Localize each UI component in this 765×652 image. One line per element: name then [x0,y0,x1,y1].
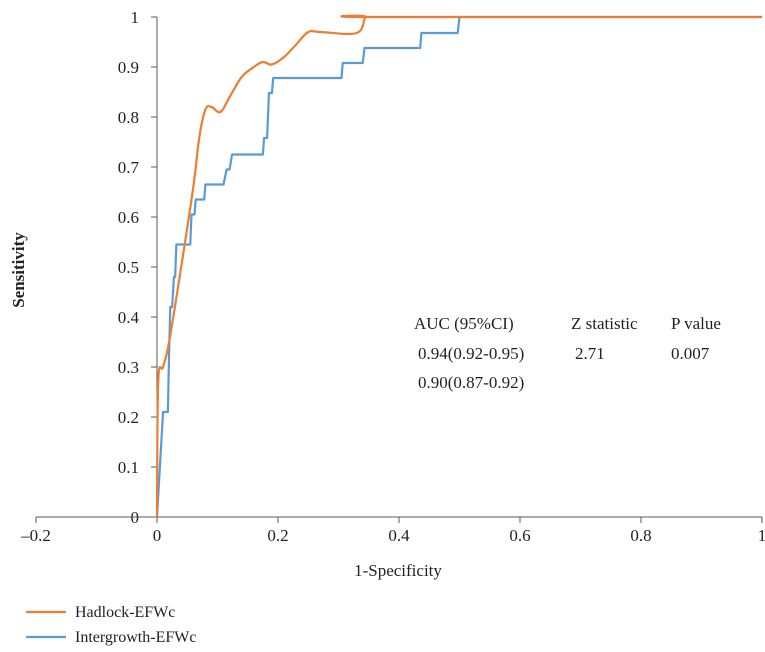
annotation-header: AUC (95%CI) [414,314,514,333]
annotation-header: P value [671,314,721,333]
legend-label-hadlock-efwc: Hadlock-EFWc [75,604,175,621]
x-tick-label: 1 [758,526,765,545]
x-tick-label: –0.2 [20,526,51,545]
y-tick-label: 0.5 [118,258,139,277]
y-tick-label: 0.6 [118,208,139,227]
y-tick-label: 0.4 [118,308,140,327]
x-axis-title: 1-Specificity [354,561,442,580]
annotation-cell: 2.71 [575,344,605,363]
x-tick-label: 0.8 [630,526,651,545]
y-tick-label: 0.8 [118,108,139,127]
annotation-header: Z statistic [571,314,638,333]
y-tick-label: 1 [131,8,140,27]
y-tick-label: 0.7 [118,158,140,177]
legend: Hadlock-EFWc Intergrowth-EFWc [26,604,196,646]
y-tick-label: 0.9 [118,58,139,77]
x-tick-label: 0 [153,526,162,545]
annotation-cell: 0.94(0.92-0.95) [418,344,524,363]
y-tick-label: 0.2 [118,408,139,427]
series-line-hadlock-efwc [155,14,762,518]
auc-annotation-table: AUC (95%CI) Z statistic P value 0.94(0.92-0… [414,314,721,392]
y-axis: 00.10.20.30.40.50.60.70.80.91 [118,8,158,527]
legend-label-intergrowth-efwc: Intergrowth-EFWc [75,629,196,646]
x-tick-label: 0.2 [267,526,288,545]
y-tick-label: 0.3 [118,358,139,377]
annotation-cell: 0.90(0.87-0.92) [418,373,524,392]
x-tick-label: 0.6 [509,526,530,545]
y-tick-label: 0.1 [118,458,139,477]
y-axis-title: Sensitivity [9,232,28,308]
series-line-intergrowth-efwc [155,15,762,518]
annotation-cell: 0.007 [671,344,710,363]
series-lines [155,14,762,518]
x-tick-label: 0.4 [388,526,410,545]
